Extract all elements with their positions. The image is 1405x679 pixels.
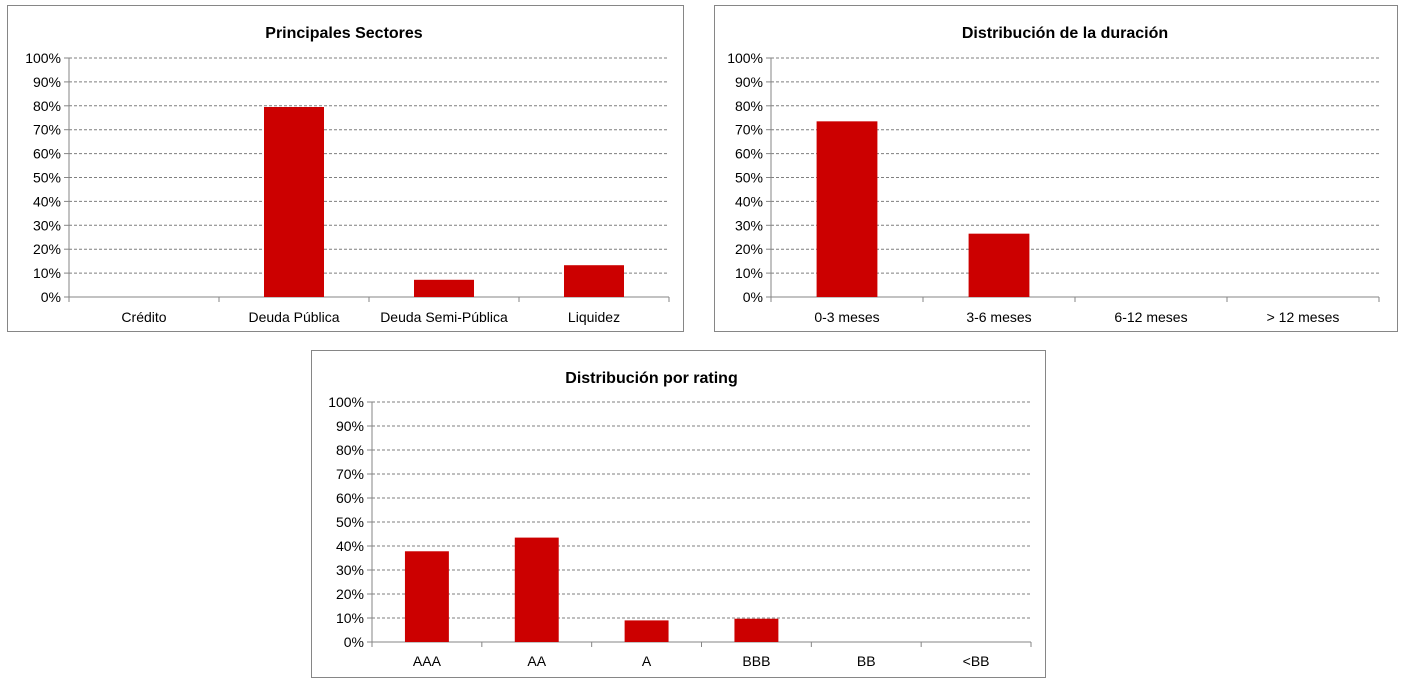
duration-category-label: > 12 meses <box>1267 309 1340 325</box>
rating-y-tick-label: 90% <box>336 418 364 434</box>
sectors-y-tick-label: 90% <box>33 74 61 90</box>
sectors-y-tick-label: 30% <box>33 217 61 233</box>
rating-chart-title: Distribución por rating <box>565 370 737 387</box>
sectors-y-tick-label: 20% <box>33 241 61 257</box>
sectors-y-tick-label: 0% <box>41 289 61 305</box>
duration-y-tick-label: 40% <box>735 193 763 209</box>
rating-y-tick-label: 50% <box>336 514 364 530</box>
duration-y-tick-label: 0% <box>743 289 763 305</box>
sectors-bar <box>564 265 624 297</box>
sectors-category-label: Crédito <box>121 309 166 325</box>
duration-category-label: 0-3 meses <box>814 309 879 325</box>
rating-y-tick-label: 100% <box>328 394 364 410</box>
sectors-y-tick-label: 10% <box>33 265 61 281</box>
sectors-chart: Principales Sectores 0% 10% 20% 30% 40% 50% 60%… <box>7 5 684 332</box>
rating-bar <box>514 537 559 642</box>
sectors-y-tick-label: 70% <box>33 122 61 138</box>
sectors-y-tick-label: 60% <box>33 146 61 162</box>
rating-category-label: A <box>642 653 652 669</box>
sectors-y-tick-label: 100% <box>25 50 61 66</box>
rating-category-label: BBB <box>742 653 770 669</box>
rating-category-label: AAA <box>413 653 442 669</box>
sectors-category-label: Deuda Semi-Pública <box>380 309 508 325</box>
duration-bar <box>816 121 878 298</box>
duration-category-label: 3-6 meses <box>966 309 1031 325</box>
duration-chart-title: Distribución de la duración <box>962 25 1168 42</box>
rating-y-tick-label: 10% <box>336 610 364 626</box>
duration-y-tick-label: 100% <box>727 50 763 66</box>
sectors-chart-title: Principales Sectores <box>265 25 423 42</box>
duration-y-tick-label: 90% <box>735 74 763 90</box>
rating-y-tick-label: 20% <box>336 586 364 602</box>
sectors-y-tick-label: 80% <box>33 98 61 114</box>
rating-y-tick-label: 30% <box>336 562 364 578</box>
duration-y-tick-label: 30% <box>735 217 763 233</box>
rating-y-tick-label: 70% <box>336 466 364 482</box>
sectors-category-label: Liquidez <box>568 309 620 325</box>
rating-bar <box>404 551 449 642</box>
rating-category-label: <BB <box>963 653 990 669</box>
sectors-category-label: Deuda Pública <box>248 309 339 325</box>
rating-bar <box>734 618 779 642</box>
sectors-chart-svg: Principales Sectores 0% 10% 20% 30% 40% 50% 60%… <box>25 25 670 325</box>
duration-y-tick-label: 10% <box>735 265 763 281</box>
rating-y-tick-label: 80% <box>336 442 364 458</box>
duration-chart: Distribución de la duración 0% 10% 20% 30% 40… <box>714 5 1398 332</box>
rating-y-tick-label: 40% <box>336 538 364 554</box>
duration-chart-svg: Distribución de la duración 0% 10% 20% 30% 40… <box>727 25 1380 325</box>
sectors-bar <box>414 279 474 297</box>
sectors-bar <box>264 106 324 298</box>
rating-chart-svg: Distribución por rating 0% 10% 20% 30% 40% 50%… <box>328 370 1032 669</box>
sectors-y-tick-label: 40% <box>33 193 61 209</box>
sectors-y-tick-label: 50% <box>33 170 61 186</box>
duration-bar <box>968 233 1030 297</box>
rating-y-tick-label: 0% <box>344 634 364 650</box>
rating-category-label: BB <box>857 653 876 669</box>
duration-y-tick-label: 50% <box>735 170 763 186</box>
rating-category-label: AA <box>527 653 546 669</box>
duration-category-label: 6-12 meses <box>1114 309 1187 325</box>
rating-bar <box>624 620 669 642</box>
duration-y-tick-label: 60% <box>735 146 763 162</box>
rating-chart: Distribución por rating 0% 10% 20% 30% 40% 50%… <box>311 350 1046 678</box>
duration-y-tick-label: 70% <box>735 122 763 138</box>
duration-y-tick-label: 80% <box>735 98 763 114</box>
rating-y-tick-label: 60% <box>336 490 364 506</box>
duration-y-tick-label: 20% <box>735 241 763 257</box>
